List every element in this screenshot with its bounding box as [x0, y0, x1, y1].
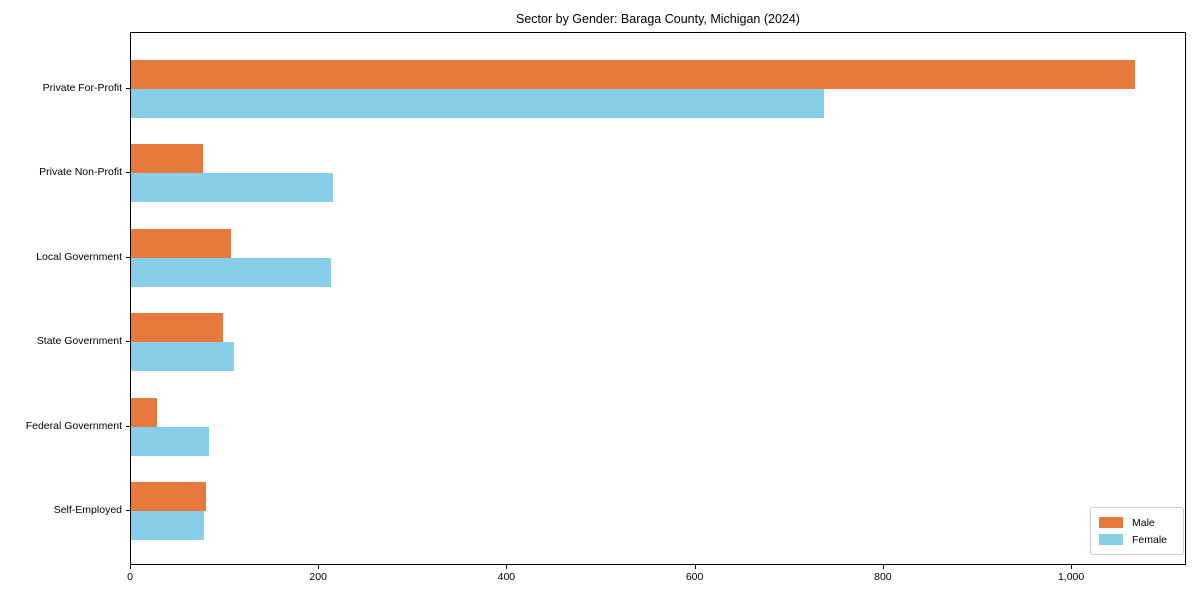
bar-female: [131, 173, 334, 203]
bar-female: [131, 511, 205, 540]
x-axis-tick-label: 1,000: [1057, 571, 1085, 583]
x-axis-tick: [1071, 565, 1073, 569]
bar-male: [131, 144, 203, 174]
x-axis-tick-label: 400: [497, 571, 516, 583]
x-axis-tick: [694, 565, 696, 569]
x-axis-tick: [882, 565, 884, 569]
y-axis-tick: [126, 510, 130, 511]
bar-female: [131, 426, 210, 456]
y-axis-tick: [126, 256, 130, 258]
chart-title: Sector by Gender: Baraga County, Michiga…: [516, 12, 800, 26]
legend-item-female: Female: [1099, 531, 1175, 548]
bar-female: [131, 89, 824, 118]
y-axis-tick: [126, 425, 130, 427]
x-axis-tick: [506, 565, 508, 569]
y-axis-label: Self-Employed: [53, 504, 122, 516]
legend-item-male: Male: [1099, 514, 1175, 531]
bar-male: [131, 60, 1136, 89]
bar-male: [131, 228, 231, 258]
legend-label-female: Female: [1132, 533, 1168, 546]
plot-area: [130, 32, 1186, 565]
y-axis-tick: [126, 172, 130, 174]
y-axis-label: Private Non-Profit: [39, 166, 122, 179]
legend-swatch-male-icon: [1099, 517, 1123, 528]
y-axis-label: State Government: [36, 335, 122, 348]
y-axis-label: Private For-Profit: [42, 82, 122, 94]
x-axis-tick-label: 0: [127, 571, 133, 583]
bar-male: [131, 482, 207, 511]
legend-label-male: Male: [1132, 516, 1155, 529]
x-axis-tick: [130, 565, 131, 569]
x-axis-tick: [318, 565, 320, 569]
y-axis-label: Local Government: [36, 250, 122, 263]
bar-male: [131, 313, 224, 343]
bar-female: [131, 342, 234, 372]
bar-male: [131, 397, 158, 427]
x-axis-tick-label: 800: [874, 571, 892, 583]
legend: Male Female: [1090, 507, 1184, 555]
bar-female: [131, 257, 331, 287]
x-axis-tick-label: 200: [309, 571, 327, 583]
y-axis-label: Federal Government: [25, 419, 122, 432]
x-axis-tick-label: 600: [685, 571, 704, 583]
y-axis-tick: [126, 88, 130, 89]
y-axis-tick: [126, 341, 130, 343]
legend-swatch-female-icon: [1099, 534, 1123, 545]
